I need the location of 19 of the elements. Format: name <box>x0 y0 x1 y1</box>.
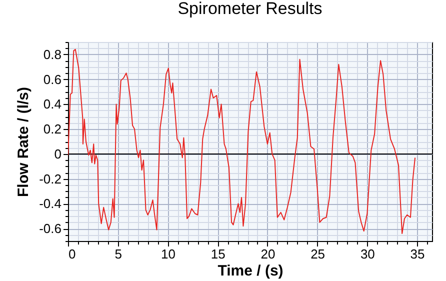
y-tick-label: -0.4 <box>39 196 62 212</box>
y-axis-title: Flow Rate / (l/s) <box>15 86 32 198</box>
y-tick-label: -0.2 <box>39 171 62 186</box>
x-axis-title: Time / (s) <box>218 262 284 280</box>
y-tick-label: -0.6 <box>39 221 62 236</box>
x-tick-label: 15 <box>210 246 226 262</box>
y-tick-label: 0.2 <box>43 122 62 137</box>
x-tick-label: 20 <box>260 246 276 262</box>
chart-title: Spirometer Results <box>178 0 322 18</box>
x-tick-label: 25 <box>310 246 326 262</box>
y-tick-label: 0.6 <box>43 72 62 87</box>
x-tick-label: 5 <box>114 246 122 262</box>
x-tick-label: 35 <box>410 246 425 262</box>
y-tick-label: 0 <box>54 146 62 162</box>
y-tick-label: 0.4 <box>43 96 62 112</box>
y-tick-label: 0.8 <box>43 46 62 62</box>
x-tick-label: 10 <box>160 246 176 262</box>
x-tick-label: 0 <box>68 246 76 262</box>
x-tick-label: 30 <box>360 246 375 262</box>
